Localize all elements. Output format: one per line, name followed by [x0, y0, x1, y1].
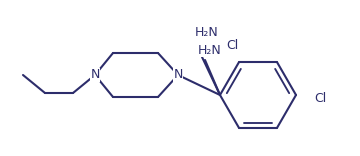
Text: N: N	[173, 68, 183, 81]
Text: N: N	[90, 68, 100, 81]
Text: Cl: Cl	[314, 93, 326, 105]
Text: H₂N: H₂N	[195, 27, 219, 39]
Text: Cl: Cl	[226, 39, 238, 52]
Text: H₂N: H₂N	[198, 44, 222, 56]
